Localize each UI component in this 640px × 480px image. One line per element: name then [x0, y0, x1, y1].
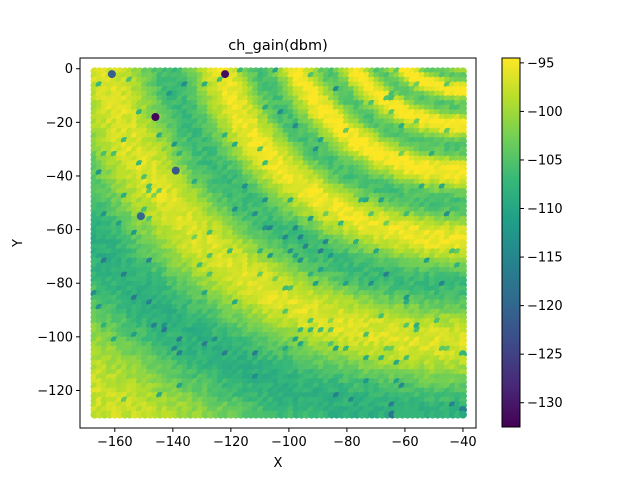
chart-title: ch_gain(dbm) — [228, 38, 328, 54]
scatter-points — [90, 67, 467, 419]
